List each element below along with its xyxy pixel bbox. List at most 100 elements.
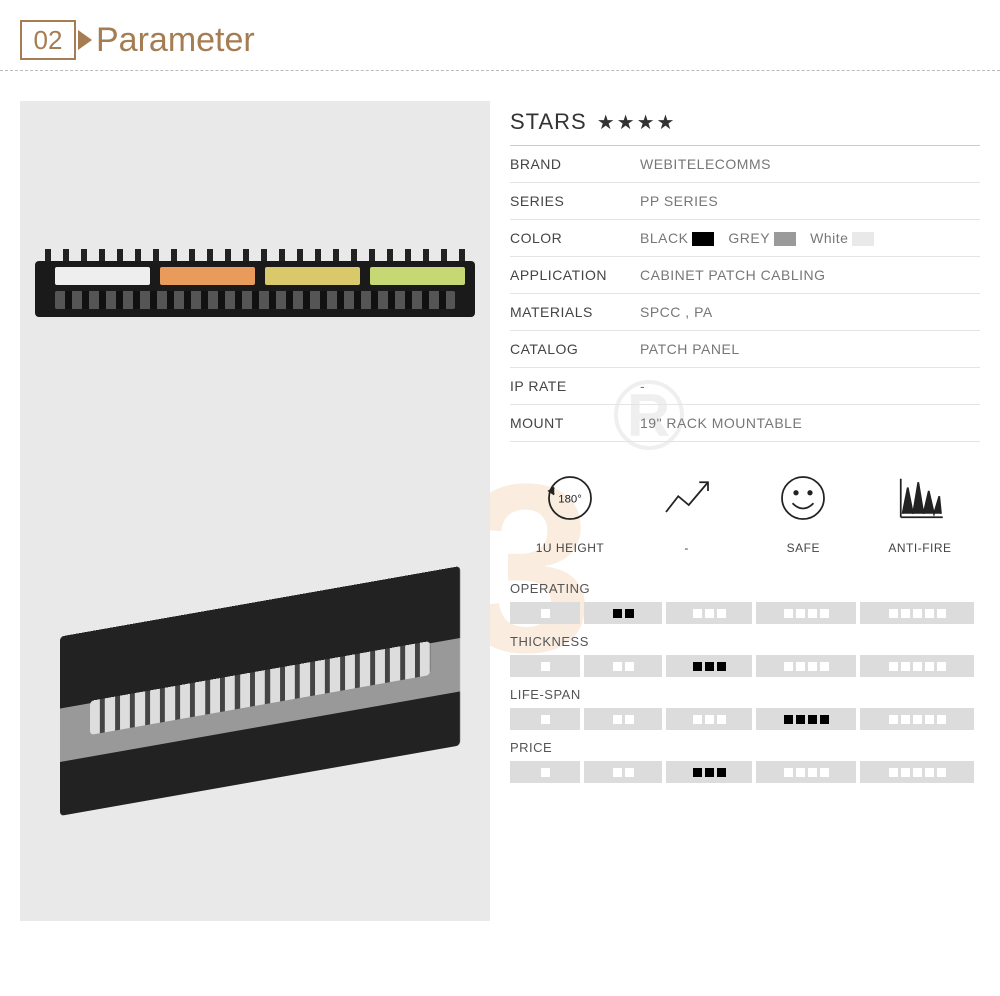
color-swatch — [692, 232, 714, 246]
spec-list: BRANDWEBITELECOMMSSERIESPP SERIESCOLORBL… — [510, 146, 980, 442]
content-area: STARS ★★★★ BRANDWEBITELECOMMSSERIESPP SE… — [0, 71, 1000, 921]
icon-caption: - — [637, 541, 737, 555]
rating-square — [937, 662, 946, 671]
rating-square — [820, 662, 829, 671]
spec-label: COLOR — [510, 230, 640, 246]
rating-square — [913, 715, 922, 724]
rating-label: THICKNESS — [510, 634, 980, 649]
rating-square — [820, 768, 829, 777]
rating-label: LIFE-SPAN — [510, 687, 980, 702]
rating-square — [705, 662, 714, 671]
rating-square — [541, 609, 550, 618]
patch-panel-front — [35, 261, 475, 317]
color-name: White — [810, 230, 848, 246]
antifire-icon: ANTI-FIRE — [870, 470, 970, 555]
section-header: 02 Parameter — [0, 0, 1000, 60]
rating-square — [693, 662, 702, 671]
rating-square — [613, 768, 622, 777]
stars-heading: STARS ★★★★ — [510, 101, 980, 146]
spec-value: BLACKGREYWhite — [640, 230, 874, 246]
rating-square — [937, 768, 946, 777]
rating-square — [717, 662, 726, 671]
spec-row: APPLICATIONCABINET PATCH CABLING — [510, 257, 980, 294]
rating-cell — [510, 761, 580, 783]
rating-cell — [860, 761, 974, 783]
rating-square — [625, 715, 634, 724]
color-swatch — [774, 232, 796, 246]
rating-square — [937, 609, 946, 618]
rating-cell — [584, 655, 662, 677]
rating-square — [796, 715, 805, 724]
rating-cell — [756, 655, 856, 677]
spec-row: BRANDWEBITELECOMMS — [510, 146, 980, 183]
rating-square — [913, 768, 922, 777]
rating-square — [784, 662, 793, 671]
rating-cell — [666, 708, 752, 730]
feature-icons-row: 180° 1U HEIGHT - SAFE ANTI-FIRE — [510, 442, 980, 565]
stars-icon: ★★★★ — [597, 110, 677, 135]
rating-square — [693, 715, 702, 724]
smile-icon: SAFE — [753, 470, 853, 555]
spec-value: WEBITELECOMMS — [640, 156, 771, 172]
rating-cell — [584, 761, 662, 783]
icon-caption: 1U HEIGHT — [520, 541, 620, 555]
rating-square — [901, 768, 910, 777]
rating-square — [541, 662, 550, 671]
rating-bar — [510, 761, 980, 783]
rating-square — [808, 768, 817, 777]
rating-cell — [860, 708, 974, 730]
rating-square — [541, 768, 550, 777]
rating-square — [820, 715, 829, 724]
icon-caption: ANTI-FIRE — [870, 541, 970, 555]
svg-text:180°: 180° — [558, 494, 582, 506]
rating-square — [913, 609, 922, 618]
rating-square — [820, 609, 829, 618]
rating-square — [796, 662, 805, 671]
rating-square — [693, 609, 702, 618]
rating-square — [796, 609, 805, 618]
rating-square — [925, 609, 934, 618]
rating-square — [808, 715, 817, 724]
rating-cell — [584, 602, 662, 624]
spec-row: COLORBLACKGREYWhite — [510, 220, 980, 257]
color-name: GREY — [728, 230, 770, 246]
icon-caption: SAFE — [753, 541, 853, 555]
spec-label: BRAND — [510, 156, 640, 172]
spec-value: - — [640, 378, 645, 394]
spec-value: CABINET PATCH CABLING — [640, 267, 826, 283]
rating-square — [613, 662, 622, 671]
spec-row: CATALOGPATCH PANEL — [510, 331, 980, 368]
rating-square — [901, 662, 910, 671]
rating-square — [913, 662, 922, 671]
rating-label: PRICE — [510, 740, 980, 755]
rating-cell — [860, 602, 974, 624]
rating-label: OPERATING — [510, 581, 980, 596]
rating-square — [693, 768, 702, 777]
spec-row: MATERIALSSPCC , PA — [510, 294, 980, 331]
rating-square — [925, 768, 934, 777]
spec-row: SERIESPP SERIES — [510, 183, 980, 220]
rating-cell — [584, 708, 662, 730]
rating-square — [625, 609, 634, 618]
rating-square — [901, 609, 910, 618]
spec-label: MATERIALS — [510, 304, 640, 320]
color-option: GREY — [728, 230, 796, 246]
color-option: White — [810, 230, 874, 246]
rating-cell — [756, 708, 856, 730]
rating-cell — [510, 602, 580, 624]
rating-cell — [756, 602, 856, 624]
spec-value: SPCC , PA — [640, 304, 713, 320]
spec-label: SERIES — [510, 193, 640, 209]
spec-label: IP RATE — [510, 378, 640, 394]
rating-square — [717, 609, 726, 618]
rating-square — [937, 715, 946, 724]
spec-value: PATCH PANEL — [640, 341, 740, 357]
spec-value: 19" RACK MOUNTABLE — [640, 415, 802, 431]
rating-cell — [666, 761, 752, 783]
color-swatch — [852, 232, 874, 246]
patch-panel-perspective — [60, 601, 460, 781]
rating-square — [541, 715, 550, 724]
section-title: Parameter — [96, 21, 255, 60]
rating-square — [625, 768, 634, 777]
ratings-block: OPERATING THICKNESS LIFE-SPAN PRICE — [510, 581, 980, 783]
